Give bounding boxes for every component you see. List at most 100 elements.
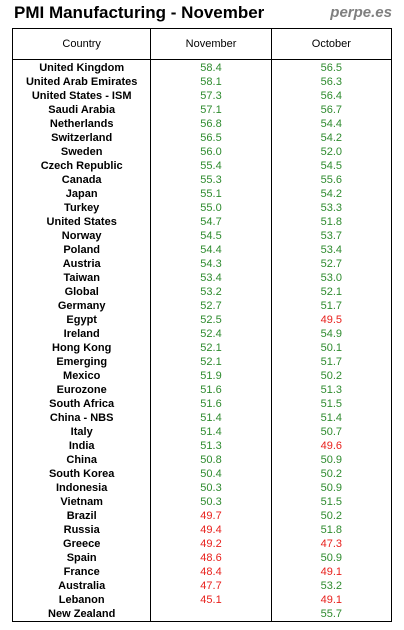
table-row: United Arab Emirates 58.1 56.3 (11, 75, 393, 89)
november-value: 49.4 (150, 523, 272, 537)
november-value: 51.6 (150, 397, 272, 411)
country-cell: Indonesia (11, 481, 152, 495)
october-value: 54.5 (270, 159, 393, 173)
october-value: 51.7 (270, 299, 393, 313)
table-row: Russia 49.4 51.8 (11, 523, 393, 537)
table-row: Germany 52.7 51.7 (11, 299, 393, 313)
table-row: Lebanon 45.1 49.1 (11, 593, 393, 607)
country-cell: Emerging (11, 355, 152, 369)
october-value: 52.0 (270, 145, 393, 159)
country-cell: Saudi Arabia (11, 103, 152, 117)
november-value: 50.3 (150, 495, 272, 509)
country-cell: Italy (11, 425, 152, 439)
column-header-october: October (270, 28, 393, 60)
country-cell: Canada (11, 173, 152, 187)
country-cell: Spain (11, 551, 152, 565)
table-row: India 51.3 49.6 (11, 439, 393, 453)
table-row: United States - ISM 57.3 56.4 (11, 89, 393, 103)
october-value: 56.5 (270, 59, 393, 75)
table-row: Netherlands 56.8 54.4 (11, 117, 393, 131)
country-cell: China (11, 453, 152, 467)
november-value: 55.1 (150, 187, 272, 201)
country-cell: India (11, 439, 152, 453)
country-cell: Eurozone (11, 383, 152, 397)
table-row: Eurozone 51.6 51.3 (11, 383, 393, 397)
november-value: 53.2 (150, 285, 272, 299)
november-value: 50.4 (150, 467, 272, 481)
november-value: 56.8 (150, 117, 272, 131)
october-value: 54.2 (270, 187, 393, 201)
table-row: France 48.4 49.1 (11, 565, 393, 579)
october-value: 53.4 (270, 243, 393, 257)
november-value: 51.6 (150, 383, 272, 397)
table-body: United Kingdom 58.4 56.5 United Arab Emirat… (11, 59, 393, 622)
table-row: Hong Kong 52.1 50.1 (11, 341, 393, 355)
november-value: 47.7 (150, 579, 272, 593)
table-row: South Africa 51.6 51.5 (11, 397, 393, 411)
table-row: Taiwan 53.4 53.0 (11, 271, 393, 285)
october-value: 56.4 (270, 89, 393, 103)
table-row: Turkey 55.0 53.3 (11, 201, 393, 215)
country-cell: Mexico (11, 369, 152, 383)
october-value: 54.4 (270, 117, 393, 131)
table-row: New Zealand 55.7 (11, 607, 393, 622)
table-row: Egypt 52.5 49.5 (11, 313, 393, 327)
country-cell: Turkey (11, 201, 152, 215)
table-row: Czech Republic 55.4 54.5 (11, 159, 393, 173)
table-row: Greece 49.2 47.3 (11, 537, 393, 551)
country-cell: Global (11, 285, 152, 299)
november-value: 55.4 (150, 159, 272, 173)
country-cell: Greece (11, 537, 152, 551)
table-row: United States 54.7 51.8 (11, 215, 393, 229)
november-value: 54.5 (150, 229, 272, 243)
country-cell: Egypt (11, 313, 152, 327)
country-cell: United Kingdom (11, 59, 152, 75)
october-value: 49.1 (270, 565, 393, 579)
table-row: Poland 54.4 53.4 (11, 243, 393, 257)
country-cell: United Arab Emirates (11, 75, 152, 89)
november-value: 52.1 (150, 341, 272, 355)
november-value: 48.6 (150, 551, 272, 565)
chart-title: PMI Manufacturing - November (14, 3, 265, 22)
table-row: Austria 54.3 52.7 (11, 257, 393, 271)
november-value: 51.3 (150, 439, 272, 453)
october-value: 50.7 (270, 425, 393, 439)
october-value: 50.9 (270, 551, 393, 565)
table-row: Australia 47.7 53.2 (11, 579, 393, 593)
country-cell: South Korea (11, 467, 152, 481)
october-value: 52.1 (270, 285, 393, 299)
table-row: Saudi Arabia 57.1 56.7 (11, 103, 393, 117)
table-row: Switzerland 56.5 54.2 (11, 131, 393, 145)
october-value: 47.3 (270, 537, 393, 551)
country-cell: France (11, 565, 152, 579)
november-value: 55.0 (150, 201, 272, 215)
table-row: Japan 55.1 54.2 (11, 187, 393, 201)
november-value: 58.4 (150, 59, 272, 75)
table-row: Emerging 52.1 51.7 (11, 355, 393, 369)
country-cell: Poland (11, 243, 152, 257)
brand-watermark: perpe.es (330, 4, 392, 21)
country-cell: Ireland (11, 327, 152, 341)
october-value: 52.7 (270, 257, 393, 271)
november-value: 45.1 (150, 593, 272, 607)
november-value: 52.4 (150, 327, 272, 341)
october-value: 49.1 (270, 593, 393, 607)
table-row: Spain 48.6 50.9 (11, 551, 393, 565)
country-cell: Russia (11, 523, 152, 537)
country-cell: Japan (11, 187, 152, 201)
november-value: 56.0 (150, 145, 272, 159)
table-row: Sweden 56.0 52.0 (11, 145, 393, 159)
october-value: 51.5 (270, 397, 393, 411)
table-row: Brazil 49.7 50.2 (11, 509, 393, 523)
country-cell: Germany (11, 299, 152, 313)
november-value: 49.2 (150, 537, 272, 551)
november-value: 55.3 (150, 173, 272, 187)
october-value: 53.3 (270, 201, 393, 215)
november-value: 52.5 (150, 313, 272, 327)
table-row: Indonesia 50.3 50.9 (11, 481, 393, 495)
october-value: 56.7 (270, 103, 393, 117)
october-value: 53.2 (270, 579, 393, 593)
october-value: 54.2 (270, 131, 393, 145)
table-row: Italy 51.4 50.7 (11, 425, 393, 439)
country-cell: China - NBS (11, 411, 152, 425)
